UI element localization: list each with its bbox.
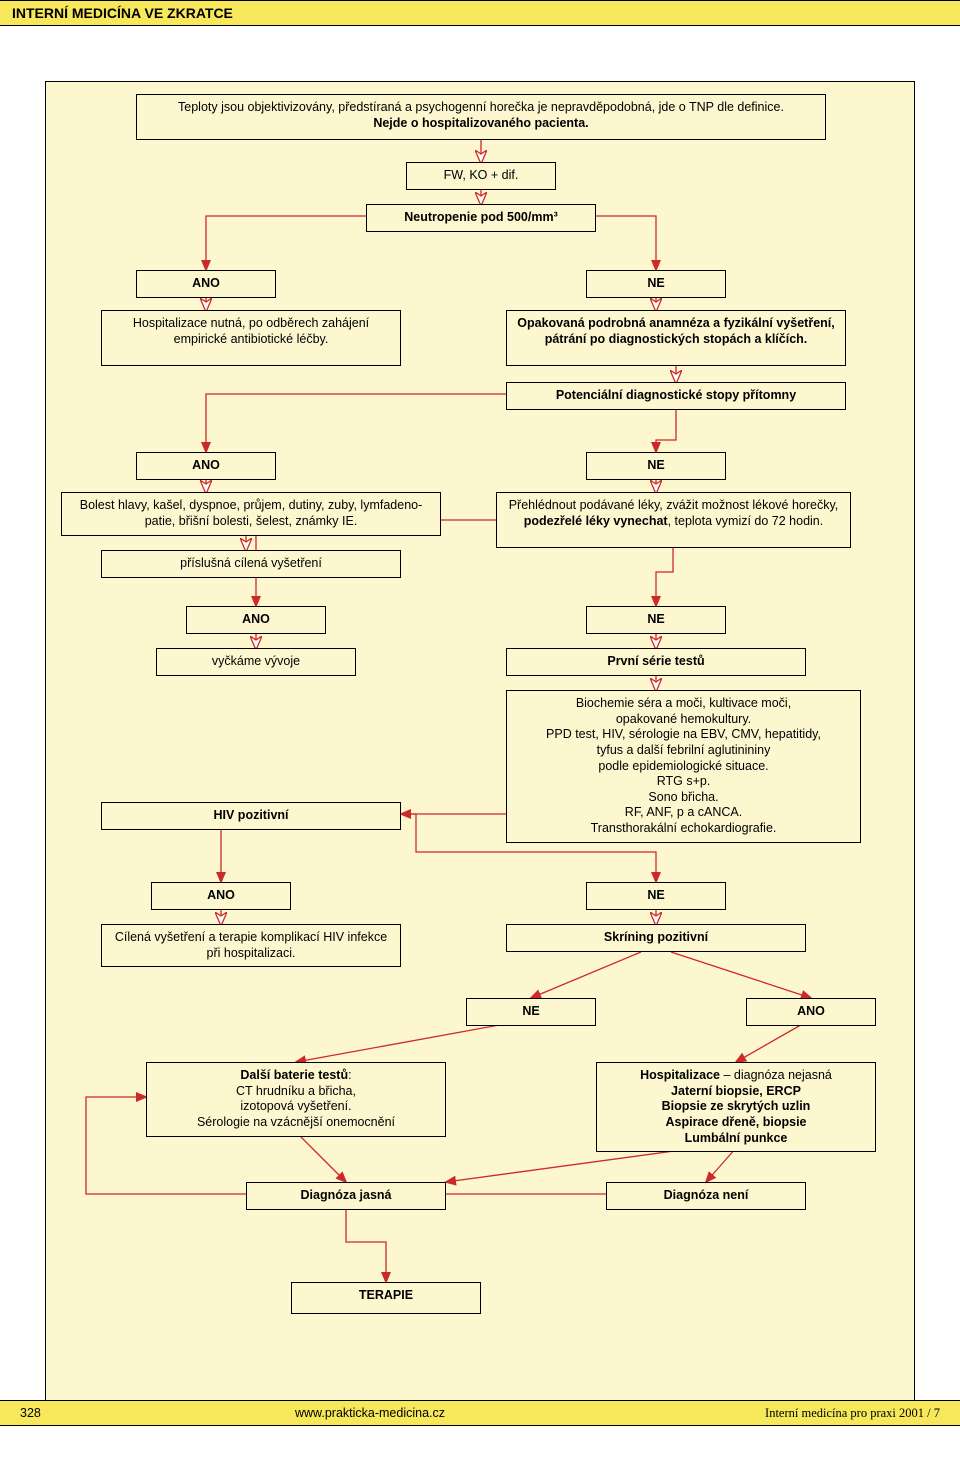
edge-n8-n10 xyxy=(656,406,676,452)
flowchart-node-n25: ANO xyxy=(746,998,876,1026)
edge-n26-n28 xyxy=(296,1132,346,1182)
flowchart-node-n4: ANO xyxy=(136,270,276,298)
footer-url: www.prakticka-medicina.cz xyxy=(80,1406,660,1420)
edge-n8-n9 xyxy=(206,394,506,452)
flowchart-node-n20: ANO xyxy=(151,882,291,910)
flowchart-node-n12: příslušná cílená vyšetření xyxy=(101,550,401,578)
flowchart-node-n1: Teploty jsou objektivizovány, předstíran… xyxy=(136,94,826,140)
footer-publication: Interní medicína pro praxi 2001 / 7 xyxy=(660,1406,960,1421)
flowchart-node-n28: Diagnóza jasná xyxy=(246,1182,446,1210)
flowchart-node-n17: První série testů xyxy=(506,648,806,676)
flowchart-node-n26: Další baterie testů:CT hrudníku a břicha… xyxy=(146,1062,446,1137)
edge-n28-n30 xyxy=(346,1206,386,1282)
edge-n24-n26 xyxy=(296,1022,516,1062)
edge-n23-n24 xyxy=(531,952,641,998)
flowchart-node-n2: FW, KO + dif. xyxy=(406,162,556,190)
flowchart-node-n6: Hospitalizace nutná, po odběrech zahájen… xyxy=(101,310,401,366)
flowchart-node-n7: Opakovaná podrobná anamnéza a fyzikální … xyxy=(506,310,846,366)
flowchart-node-n3: Neutropenie pod 500/mm³ xyxy=(366,204,596,232)
flowchart-node-n14: ANO xyxy=(186,606,326,634)
page-number: 328 xyxy=(0,1406,80,1420)
edge-n23-n25 xyxy=(671,952,811,998)
flowchart-node-n10: NE xyxy=(586,452,726,480)
flowchart-node-n21: NE xyxy=(586,882,726,910)
flowchart-node-n9: ANO xyxy=(136,452,276,480)
flowchart-node-n11: Bolest hlavy, kašel, dyspnoe, průjem, du… xyxy=(61,492,441,536)
flowchart-node-n15: NE xyxy=(586,606,726,634)
flowchart-frame: Teploty jsou objektivizovány, předstíran… xyxy=(45,81,915,1411)
flowchart-node-n22: Cílená vyšetření a terapie komplikací HI… xyxy=(101,924,401,967)
edge-n3-n5 xyxy=(596,216,656,270)
edge-n13-n15 xyxy=(656,548,673,606)
flowchart-node-n27: Hospitalizace – diagnóza nejasnáJaterní … xyxy=(596,1062,876,1152)
flowchart-node-n18: Biochemie séra a moči, kultivace moči,op… xyxy=(506,690,861,843)
flowchart-node-n5: NE xyxy=(586,270,726,298)
page-footer: 328 www.prakticka-medicina.cz Interní me… xyxy=(0,1400,960,1426)
page-body: Teploty jsou objektivizovány, předstíran… xyxy=(0,26,960,1426)
flowchart-node-n8: Potenciální diagnostické stopy přítomny xyxy=(506,382,846,410)
edge-n27-n28 xyxy=(446,1148,696,1182)
flowchart-node-n29: Diagnóza není xyxy=(606,1182,806,1210)
flowchart-node-n19: HIV pozitivní xyxy=(101,802,401,830)
page-header: INTERNÍ MEDICÍNA VE ZKRATCE xyxy=(0,0,960,26)
header-title: INTERNÍ MEDICÍNA VE ZKRATCE xyxy=(12,5,233,21)
flowchart-node-n16: vyčkáme vývoje xyxy=(156,648,356,676)
flowchart-node-n30: TERAPIE xyxy=(291,1282,481,1314)
flowchart-node-n23: Skríning pozitivní xyxy=(506,924,806,952)
flowchart-node-n24: NE xyxy=(466,998,596,1026)
edge-n25-n27 xyxy=(736,1022,806,1062)
flowchart-node-n13: Přehlédnout podávané léky, zvážit možnos… xyxy=(496,492,851,548)
edge-n27-n29 xyxy=(706,1148,736,1182)
edge-n3-n4 xyxy=(206,216,366,270)
